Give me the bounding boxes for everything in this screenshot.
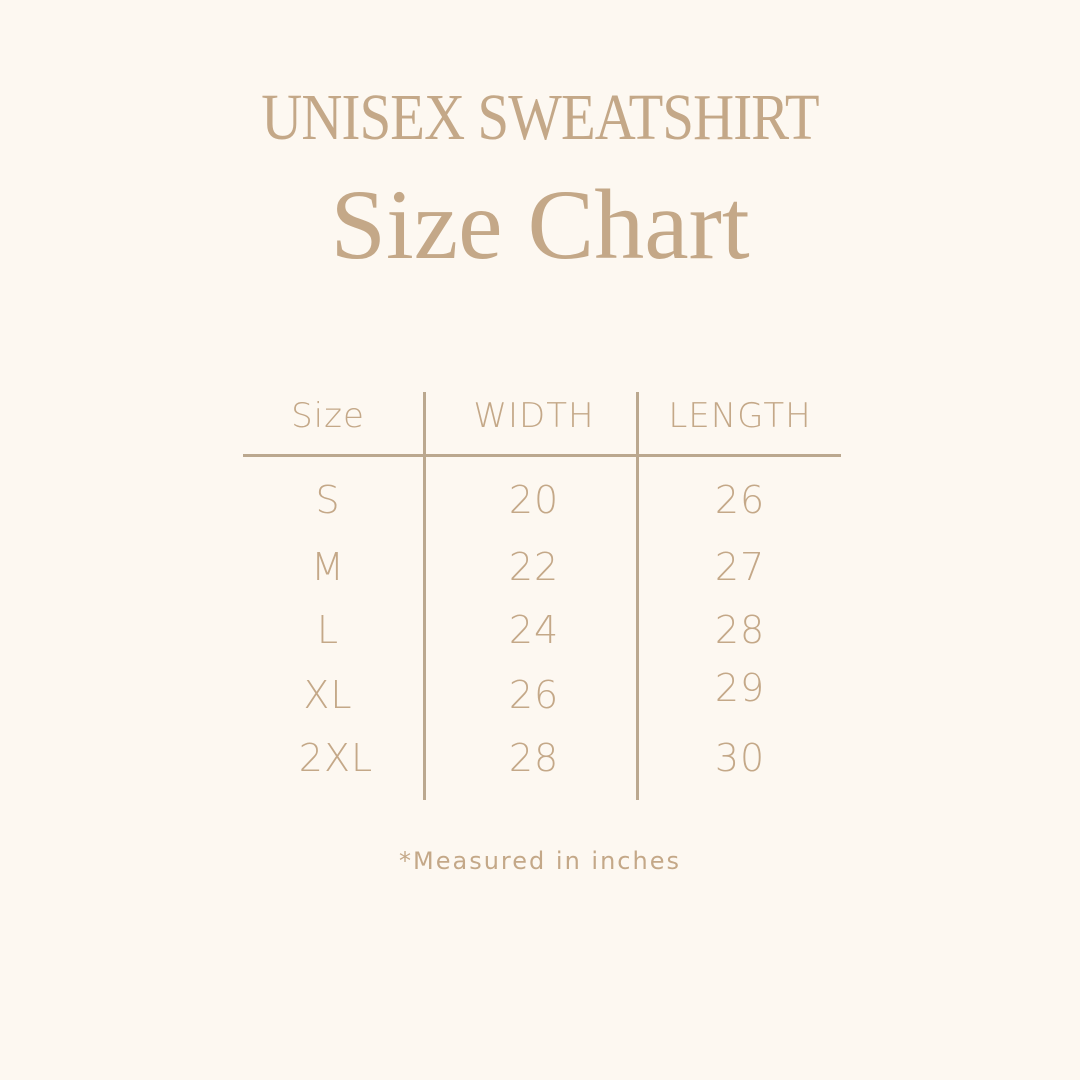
cell-width: 28 bbox=[508, 736, 560, 780]
cell-size: 2XL bbox=[298, 736, 374, 780]
cell-size: XL bbox=[303, 673, 353, 717]
cell-width: 22 bbox=[508, 545, 560, 589]
header-divider bbox=[243, 454, 841, 457]
cell-size: L bbox=[316, 608, 340, 652]
cell-size: M bbox=[311, 545, 345, 589]
footnote: *Measured in inches bbox=[399, 847, 681, 875]
cell-size: S bbox=[315, 478, 341, 522]
cell-width: 20 bbox=[508, 478, 560, 522]
page-subtitle: Size Chart bbox=[330, 169, 750, 280]
header-size: Size bbox=[291, 396, 365, 436]
cell-length: 27 bbox=[714, 545, 766, 589]
header-width: WIDTH bbox=[473, 396, 595, 436]
column-divider-2 bbox=[636, 392, 639, 800]
cell-length: 30 bbox=[714, 736, 766, 780]
column-divider-1 bbox=[423, 392, 426, 800]
page-title: UNISEX SWEATSHIRT bbox=[261, 81, 819, 154]
cell-length: 29 bbox=[714, 666, 766, 710]
header-length: LENGTH bbox=[668, 396, 812, 436]
cell-width: 26 bbox=[508, 673, 560, 717]
cell-width: 24 bbox=[508, 608, 560, 652]
cell-length: 28 bbox=[714, 608, 766, 652]
cell-length: 26 bbox=[714, 478, 766, 522]
